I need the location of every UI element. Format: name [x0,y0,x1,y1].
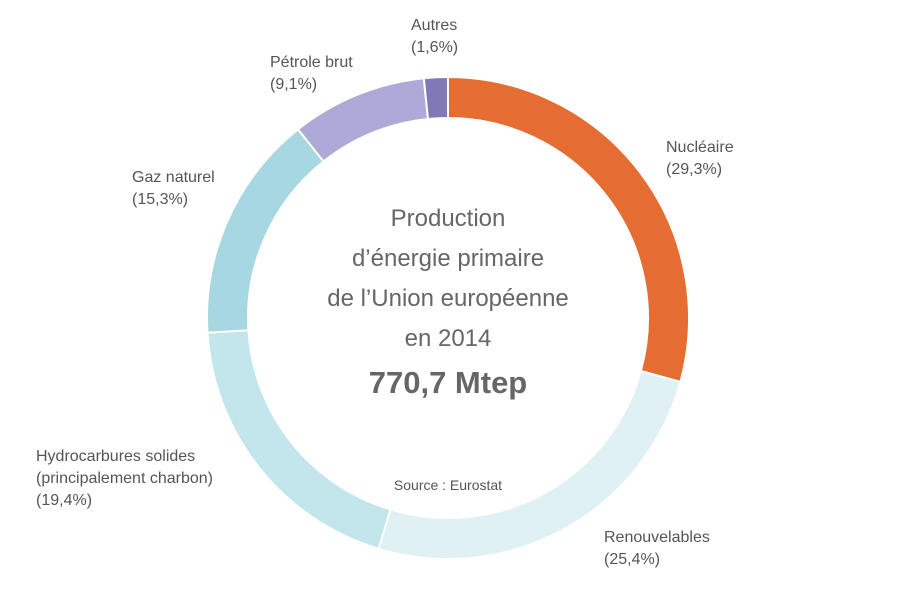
slice-value-autres: (1,6%) [411,39,458,56]
slice-value-renouvelables: (25,4%) [604,551,660,568]
slice-label-autres: Autres [411,17,457,34]
slice-petrole-brut [296,77,430,163]
center-title-line-1: Production [391,205,506,232]
center-title-line-3: de l’Union européenne [327,285,569,312]
center-title: Production d’énergie primaire de l’Union… [327,205,569,493]
slice-autres [422,75,449,121]
slice-label-hydrocarbures-line-1: Hydrocarbures solides [36,448,195,465]
donut-slices [206,75,690,560]
slice-hydrocarbures-solides [206,329,392,551]
slice-label-renouvelables: Renouvelables [604,529,710,546]
slice-labels: Nucléaire (29,3%) Renouvelables (25,4%) … [36,17,734,568]
slice-label-gaz-naturel: Gaz naturel [132,169,215,186]
center-title-line-4: en 2014 [405,325,492,352]
slice-value-petrole-brut: (9,1%) [270,76,317,93]
slice-label-petrole-brut: Pétrole brut [270,54,353,71]
slice-label-hydrocarbures-line-2: (principalement charbon) [36,470,213,487]
slice-value-hydrocarbures: (19,4%) [36,492,92,509]
slice-gaz-naturel [206,127,325,334]
slice-value-nucleaire: (29,3%) [666,161,722,178]
center-title-line-2: d’énergie primaire [352,245,544,272]
source-note: Source : Eurostat [394,477,502,493]
slice-label-nucleaire: Nucléaire [666,139,734,156]
slice-value-gaz-naturel: (15,3%) [132,191,188,208]
center-total-value: 770,7 Mtep [369,365,528,400]
